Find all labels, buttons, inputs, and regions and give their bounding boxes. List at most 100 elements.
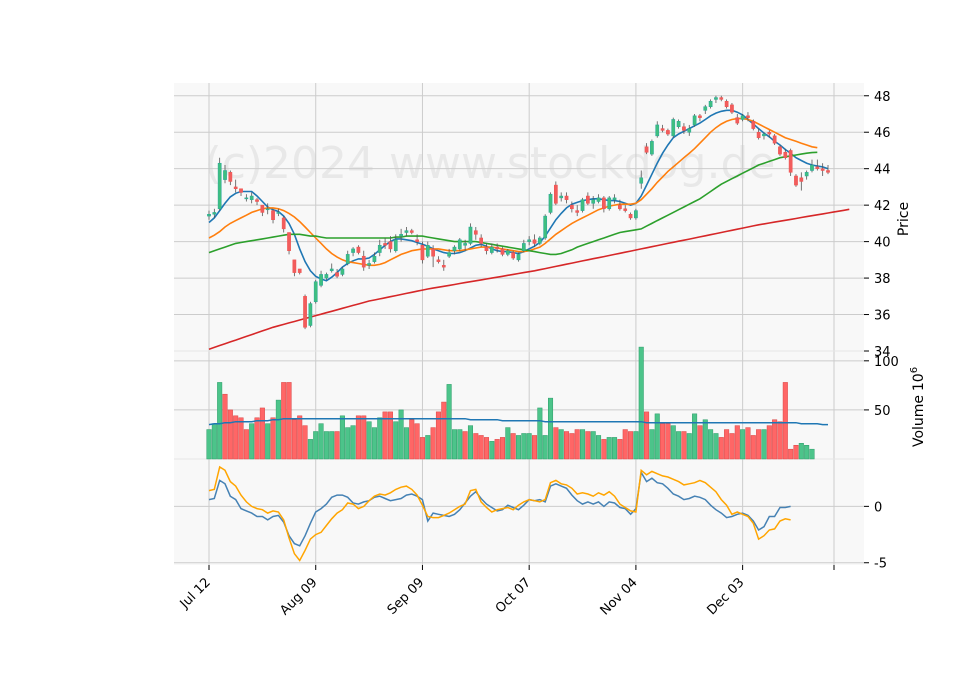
candle-body (484, 246, 489, 251)
candle (383, 237, 387, 249)
candle-body (468, 226, 473, 244)
candles (207, 95, 830, 330)
volume-y-tick-label: 100 (874, 355, 899, 370)
candle (367, 259, 371, 269)
candle (692, 113, 697, 127)
candle-body (586, 195, 590, 204)
volume-bar (809, 448, 815, 460)
candle-body (367, 263, 371, 266)
candle-body (698, 115, 702, 118)
candle-body (628, 214, 633, 219)
candle-body (783, 152, 788, 158)
candle (425, 241, 430, 259)
volume-bar (313, 431, 319, 460)
volume-bar (772, 419, 778, 460)
volume-bar (644, 411, 650, 460)
candle (329, 263, 334, 273)
candle-body (612, 197, 617, 200)
volume-bar (788, 448, 794, 460)
candle (516, 252, 521, 262)
volume-bar (628, 431, 634, 460)
candle (292, 259, 297, 277)
volume-bar (291, 419, 297, 460)
candle (308, 301, 313, 328)
candle (511, 250, 516, 260)
candle-body (767, 131, 772, 135)
candle-body (666, 130, 670, 135)
candle-body (233, 186, 238, 189)
candle-body (820, 168, 825, 171)
candle-body (537, 237, 542, 244)
candle (804, 170, 809, 180)
candle-body (692, 115, 697, 126)
price-y-tick-label: 42 (874, 199, 891, 214)
candle (351, 247, 355, 257)
volume-bar (596, 435, 602, 460)
candle (361, 250, 366, 271)
volume-bar (793, 445, 799, 460)
candle (495, 243, 500, 253)
candle-body (228, 172, 233, 182)
candle-body (527, 239, 532, 242)
volume-bar (537, 407, 543, 460)
candle (447, 248, 451, 259)
candle-body (570, 204, 574, 210)
volume-bar (366, 421, 372, 460)
candle (580, 197, 585, 213)
candle (767, 130, 772, 138)
candle-body (751, 121, 756, 129)
volume-bar (435, 411, 441, 460)
candle-body (415, 239, 419, 242)
candle-body (676, 121, 681, 128)
volume-bar (419, 437, 425, 460)
candle (602, 196, 606, 213)
candle (676, 119, 681, 129)
candle-body (591, 199, 596, 204)
candle (527, 236, 532, 246)
volume-bar (638, 346, 644, 460)
candle-body (324, 274, 329, 279)
volume-bar (665, 423, 671, 460)
volume-bar (553, 427, 559, 460)
volume-bar (515, 435, 522, 460)
candle (554, 181, 558, 206)
candle (537, 236, 542, 246)
volume-bar (403, 427, 409, 460)
candle (682, 123, 686, 135)
volume-bar (745, 427, 751, 460)
volume-bar (580, 429, 586, 460)
volume-bar (281, 382, 287, 460)
candle (473, 227, 478, 240)
volume-bar (206, 429, 212, 460)
candle (543, 214, 548, 240)
candle-body (265, 208, 270, 211)
candle (249, 192, 254, 204)
candle (228, 170, 233, 186)
volume-axis-label: Volume 106 (909, 367, 927, 447)
candle (276, 208, 281, 217)
candle (815, 159, 820, 171)
candle-body (313, 281, 318, 303)
volume-bar (494, 439, 500, 460)
volume-bar (590, 431, 596, 460)
candle-body (521, 243, 526, 251)
candle (484, 243, 489, 255)
candle (756, 128, 761, 140)
candle (650, 139, 654, 156)
candle-body (393, 239, 398, 251)
candle (730, 103, 734, 114)
candle-body (244, 197, 249, 200)
candle-body (602, 197, 606, 210)
price-axis-label: Price (896, 202, 912, 236)
volume-bar (339, 415, 345, 460)
candle (703, 104, 708, 114)
volume-bar (297, 415, 303, 460)
moving-average-line (208, 208, 850, 350)
moving-average-line (208, 151, 818, 256)
x-tick-label: Aug 09 (277, 575, 320, 618)
candle (281, 216, 286, 233)
candle-body (799, 177, 804, 182)
candle-body (575, 210, 580, 213)
volume-bar (521, 433, 527, 460)
candle (393, 234, 398, 253)
